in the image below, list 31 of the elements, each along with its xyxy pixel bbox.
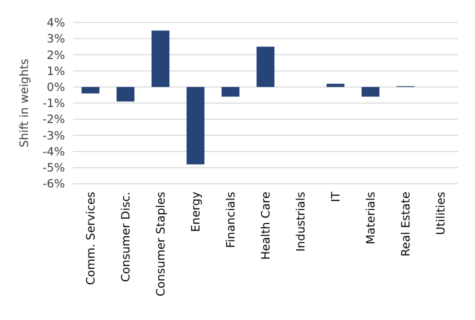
y-tick-label: -1% bbox=[42, 96, 66, 110]
bar bbox=[256, 46, 274, 87]
x-tick-label: Comm. Services bbox=[84, 192, 98, 285]
y-tick-label: 1% bbox=[46, 64, 66, 78]
x-tick-label: Materials bbox=[364, 192, 378, 244]
y-tick-label: -2% bbox=[42, 112, 66, 126]
bar bbox=[82, 86, 100, 94]
bar bbox=[222, 86, 240, 97]
y-axis-title: Shift in weights bbox=[17, 58, 31, 148]
x-tick-label: Consumer Staples bbox=[154, 192, 168, 296]
bar bbox=[186, 86, 204, 164]
y-tick-label: -5% bbox=[42, 160, 66, 175]
bar bbox=[152, 30, 170, 87]
y-tick-label: -3% bbox=[42, 128, 66, 142]
x-tick-label: Industrials bbox=[294, 192, 308, 252]
y-tick-label: 4% bbox=[46, 16, 66, 30]
x-tick-label: Real Estate bbox=[398, 192, 413, 257]
x-tick-label: IT bbox=[328, 190, 343, 202]
x-tick-label: Energy bbox=[188, 192, 203, 232]
bar bbox=[326, 84, 344, 87]
x-tick-label: Financials bbox=[224, 192, 238, 248]
bar bbox=[116, 86, 134, 102]
x-tick-label: Consumer Disc. bbox=[118, 192, 133, 282]
y-tick-label: -6% bbox=[42, 176, 66, 191]
y-tick-label: 3% bbox=[46, 32, 66, 46]
y-tick-label: 2% bbox=[46, 48, 66, 62]
y-tick-label: -4% bbox=[42, 144, 66, 158]
bar bbox=[362, 86, 380, 97]
y-tick-label: 0% bbox=[46, 80, 66, 94]
x-tick-label: Health Care bbox=[258, 192, 273, 260]
x-tick-label: Utilities bbox=[434, 192, 448, 235]
